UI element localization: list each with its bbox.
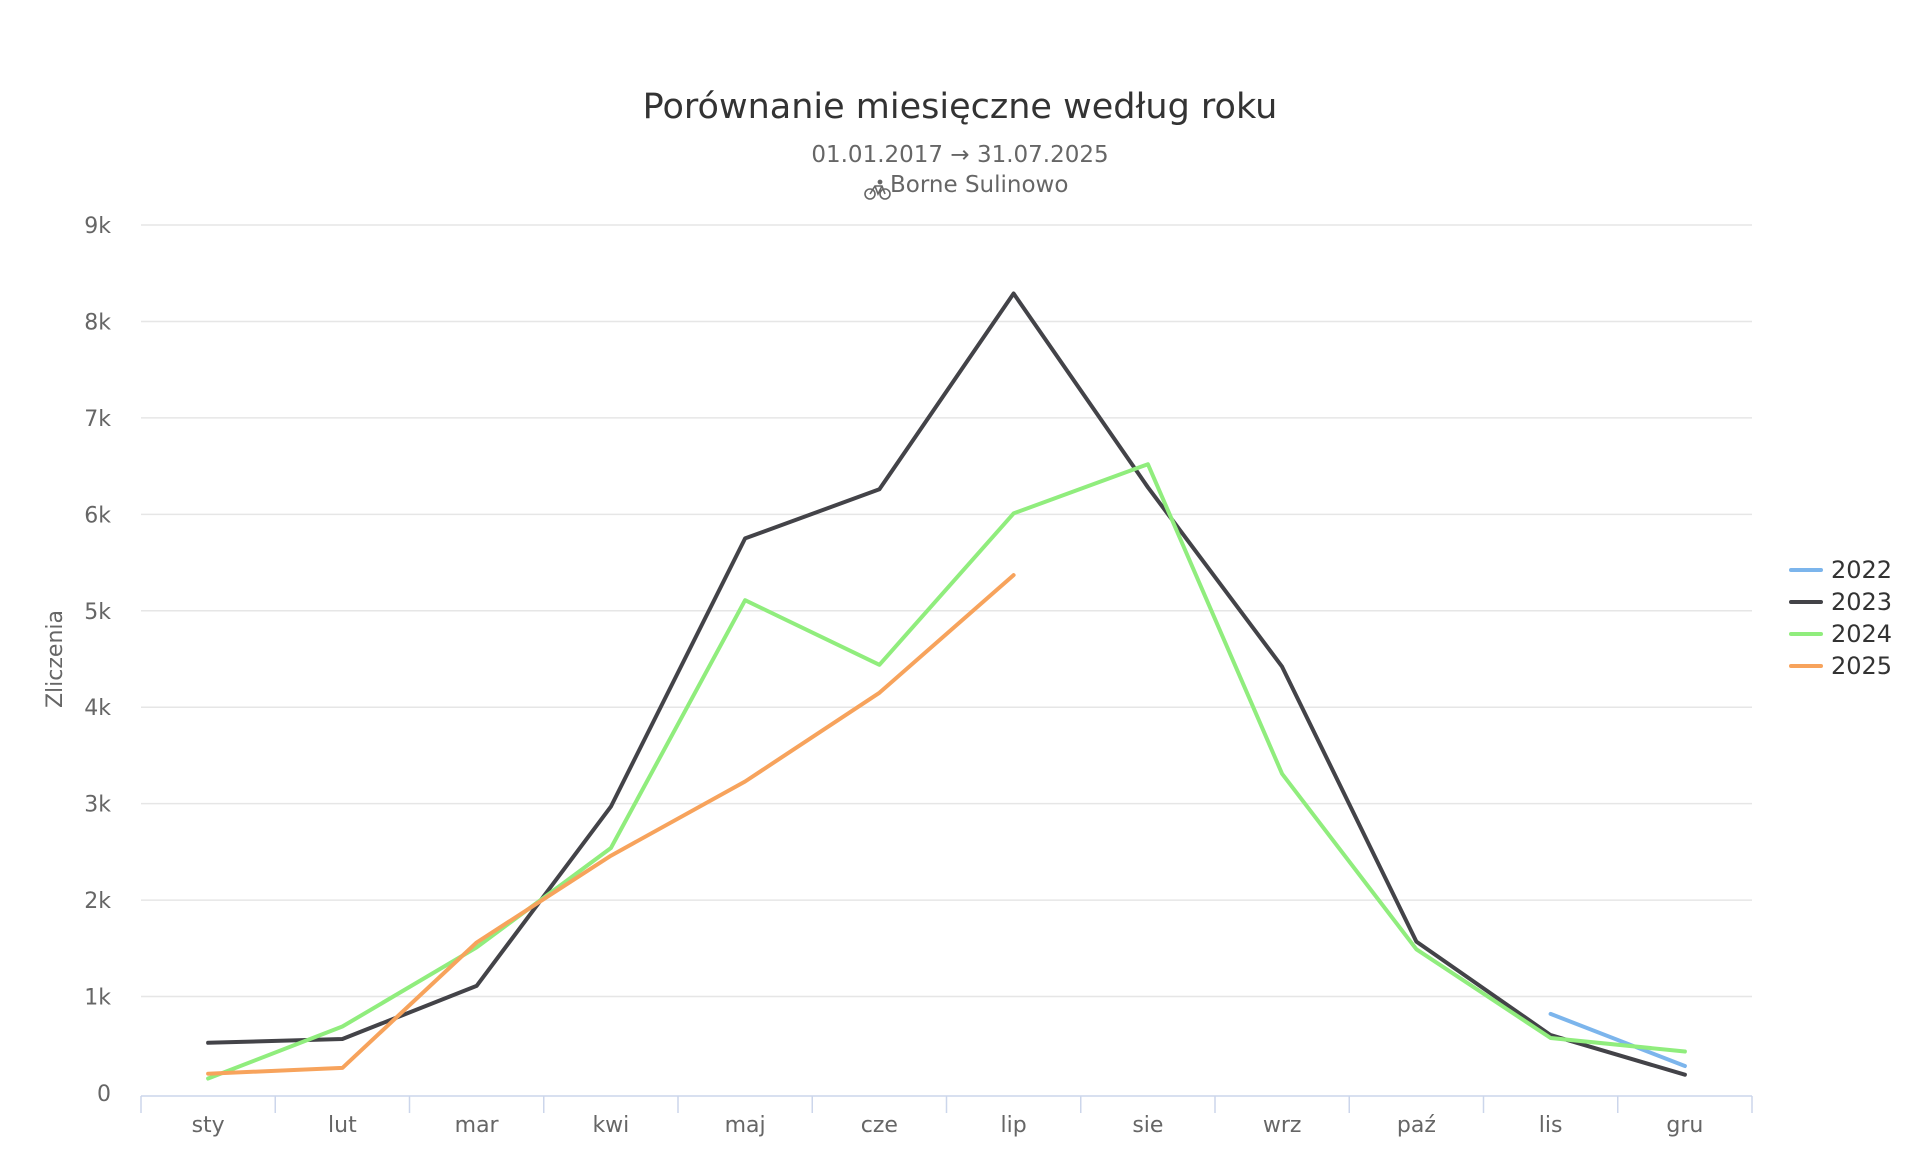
y-tick-label: 2k [84,889,111,914]
series-lines [208,294,1685,1079]
bicycle-icon [865,180,890,199]
y-tick-label: 7k [84,407,111,432]
x-tick-label: sie [1132,1113,1163,1138]
grid-lines [141,225,1752,997]
y-tick-label: 8k [84,310,111,335]
chart-subtitle: 01.01.2017 → 31.07.2025 [811,142,1108,168]
x-tick-label: lut [328,1113,357,1138]
x-tick-label: paź [1397,1113,1436,1138]
x-tick-label: mar [455,1113,500,1138]
x-tick-label: lip [1001,1113,1027,1138]
legend-label: 2025 [1831,652,1892,680]
y-tick-label: 1k [84,986,111,1011]
x-tick-label: wrz [1263,1113,1302,1138]
legend-item-2023[interactable]: 2023 [1791,588,1892,616]
legend: 2022 2023 2024 2025 [1791,556,1892,680]
legend-item-2022[interactable]: 2022 [1791,556,1892,584]
legend-label: 2024 [1831,620,1892,648]
legend-label: 2022 [1831,556,1892,584]
x-tick-label: maj [725,1113,766,1138]
x-tick-label: sty [192,1113,225,1138]
legend-label: 2023 [1831,588,1892,616]
y-axis: 0 1k 2k 3k 4k 5k 6k 7k 8k 9k [84,214,111,1107]
x-tick-label: cze [861,1113,898,1138]
chart-title: Porównanie miesięczne według roku [643,87,1278,127]
location-line: Borne Sulinowo [865,172,1068,199]
location-label: Borne Sulinowo [890,172,1068,198]
x-tick-label: lis [1539,1113,1563,1138]
y-axis-title: Zliczenia [43,610,68,708]
y-tick-label: 6k [84,503,111,528]
x-tick-label: kwi [592,1113,629,1138]
x-tick-label: gru [1666,1113,1703,1138]
y-tick-label: 3k [84,793,111,818]
y-tick-label: 4k [84,696,111,721]
y-tick-label: 9k [84,214,111,239]
series-line-2023 [208,294,1685,1075]
legend-item-2025[interactable]: 2025 [1791,652,1892,680]
y-tick-label: 5k [84,600,111,625]
y-tick-label: 0 [97,1082,111,1107]
x-axis: sty lut mar kwi maj cze lip sie wrz paź lis gru [141,1096,1752,1138]
legend-item-2024[interactable]: 2024 [1791,620,1892,648]
